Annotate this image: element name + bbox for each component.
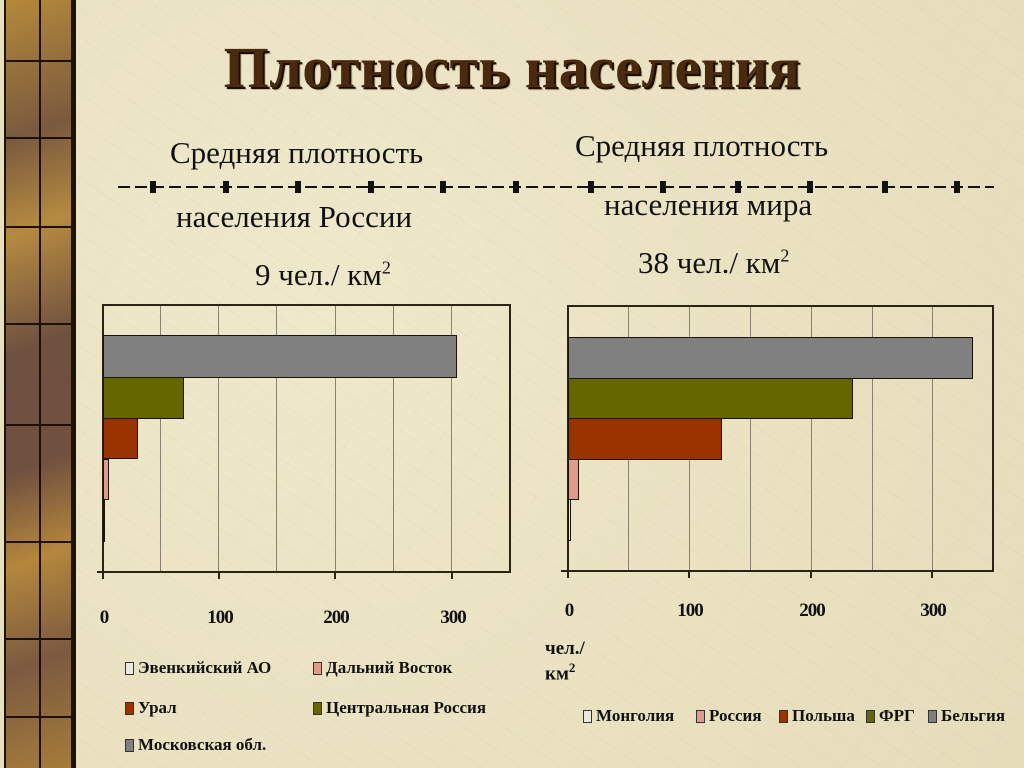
russia-density-line2: населения России bbox=[176, 199, 413, 234]
left-tick-0: 0 bbox=[99, 607, 109, 628]
legend-ural: Урал bbox=[125, 698, 177, 718]
legend-poland: Польша bbox=[779, 706, 855, 726]
world-density-value: 38 чел./ км2 bbox=[638, 245, 790, 280]
bar-poland bbox=[568, 418, 722, 460]
legend-russia: Россия bbox=[696, 706, 762, 726]
left-tick-300: 300 bbox=[440, 607, 466, 628]
legend-evenki-ao: Эвенкийский АО bbox=[125, 658, 271, 678]
left-tick-200: 200 bbox=[323, 607, 349, 628]
legend-far-east: Дальний Восток bbox=[313, 658, 452, 678]
x-axis-unit-label: чел./ км2 bbox=[545, 638, 585, 685]
legend-frg: ФРГ bbox=[866, 706, 915, 726]
bar-ural bbox=[103, 418, 138, 459]
bar-frg bbox=[568, 378, 853, 419]
bar-far-east bbox=[103, 459, 109, 500]
slide-title: Плотность населения bbox=[223, 35, 801, 100]
world-density-line1: Средняя плотность bbox=[575, 128, 829, 163]
legend-belgium: Бельгия bbox=[928, 706, 1005, 726]
bar-mongolia bbox=[568, 499, 571, 541]
dashed-divider bbox=[118, 181, 994, 193]
left-tick-100: 100 bbox=[207, 607, 233, 628]
left-plot-area bbox=[103, 304, 511, 572]
bar-central-russia bbox=[103, 377, 184, 419]
bar-evenki-ao bbox=[103, 500, 105, 542]
right-tick-0: 0 bbox=[564, 600, 574, 621]
right-tick-200: 200 bbox=[799, 600, 825, 621]
legend-central-russia: Центральная Россия bbox=[313, 698, 486, 718]
world-density-line2: населения мира bbox=[604, 187, 813, 222]
bar-russia bbox=[568, 459, 579, 500]
right-tick-100: 100 bbox=[677, 600, 703, 621]
legend-moscow-oblast: Московская обл. bbox=[125, 735, 266, 755]
bar-belgium bbox=[568, 337, 973, 379]
legend-mongolia: Монголия bbox=[583, 706, 674, 726]
decorative-border-strip bbox=[0, 0, 76, 768]
bar-moscow-oblast bbox=[103, 335, 457, 378]
right-tick-300: 300 bbox=[920, 600, 946, 621]
russia-density-value: 9 чел./ км2 bbox=[255, 257, 391, 292]
russia-density-line1: Средняя плотность bbox=[170, 135, 424, 170]
